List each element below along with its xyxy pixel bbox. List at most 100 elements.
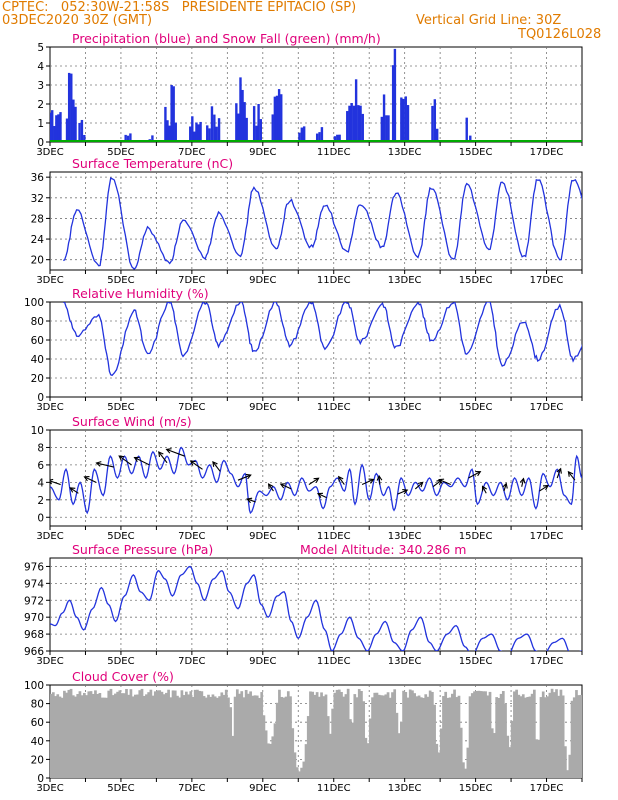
cloud-bar — [353, 694, 357, 778]
temperature-ytick-label: 20 — [31, 255, 44, 267]
precip-bar — [298, 132, 301, 142]
wind-xtick-label: 13DEC — [388, 531, 422, 542]
cloud-bar — [453, 689, 456, 778]
wind-panel: 0 2 4 6 8 10 3DEC 5DEC 7DEC 9DEC 11DEC 13DEC 15DEC 17… — [31, 414, 583, 542]
cloud-bar — [114, 693, 117, 778]
precip-bar — [393, 48, 397, 142]
cloud-bar — [384, 694, 388, 778]
cloud-bar — [333, 692, 337, 778]
wind-arrow-head — [519, 477, 526, 484]
wind-arrow — [247, 498, 256, 503]
cloud-bar — [191, 696, 195, 778]
wind-ytick-label: 4 — [37, 477, 44, 489]
wind-arrow — [414, 481, 424, 490]
cloud-bar — [50, 693, 53, 778]
cloud-bar — [100, 697, 104, 778]
precip-bar — [352, 105, 356, 142]
pressure-annotation: Model Altitude: 340.286 m — [300, 542, 466, 557]
cloud-bar — [462, 762, 465, 778]
cloud-panel: 0 20 40 60 80 100 3DEC 5DEC 7DEC 9DEC 11DEC 13DEC 15… — [24, 669, 583, 794]
cloud-bar — [85, 695, 88, 778]
cloud-bar — [331, 708, 334, 778]
precip-ytick-label: 1 — [37, 118, 44, 130]
humidity-series-line — [63, 302, 582, 377]
precip-bar — [359, 105, 362, 142]
pressure-xtick-label: 7DEC — [178, 656, 205, 667]
wind-arrow-head — [556, 467, 562, 474]
precip-bar — [50, 112, 52, 142]
pressure-xtick-label: 5DEC — [107, 656, 134, 667]
wind-series-line — [50, 446, 582, 515]
precip-bar — [213, 114, 216, 142]
cloud-bar — [138, 690, 142, 778]
cloud-bar — [422, 697, 425, 778]
cloud-bar — [278, 689, 281, 778]
wind-arrow-head — [279, 483, 286, 489]
wind-arrow-head — [69, 487, 76, 493]
precip-xtick-label: 11DEC — [317, 147, 351, 158]
cloud-bar — [391, 692, 394, 778]
precip-bar — [361, 113, 364, 142]
cloud-bar — [253, 695, 257, 778]
humidity-ytick-label: 60 — [31, 335, 44, 347]
wind-plot — [50, 446, 582, 515]
cloud-bar — [362, 701, 366, 778]
header-grid-note: Vertical Grid Line: 30Z — [416, 13, 562, 28]
precip-xtick-label: 9DEC — [249, 147, 276, 158]
cloud-bar — [269, 743, 272, 778]
cloud-bar — [428, 690, 432, 778]
header-model: TQ0126L028 — [518, 27, 602, 42]
header-station: CPTEC: 052:30W-21:58S PRESIDENTE EPITACI… — [2, 0, 357, 15]
cloud-bar — [380, 695, 383, 778]
cloud-bar — [220, 692, 224, 778]
wind-arrow-head — [481, 485, 488, 492]
cloud-bar — [275, 702, 279, 778]
wind-title: Surface Wind (m/s) — [72, 414, 192, 429]
precip-bar — [57, 114, 60, 142]
precip-bar — [235, 103, 238, 142]
precip-bar — [126, 135, 130, 142]
precip-bar — [469, 135, 472, 142]
precip-bar — [151, 135, 154, 142]
precip-xtick-label: 7DEC — [178, 147, 205, 158]
cloud-bar — [89, 691, 93, 778]
precip-bar — [72, 99, 75, 142]
precip-bar — [391, 65, 395, 142]
cloud-bar — [419, 697, 423, 778]
temperature-ytick-label: 32 — [31, 193, 44, 205]
cloud-bar — [329, 733, 332, 778]
cloud-bar — [120, 693, 124, 778]
cloud-bar — [69, 688, 73, 778]
cloud-bar — [499, 693, 503, 778]
cloud-bar — [519, 696, 523, 778]
cloud-bar — [284, 696, 288, 778]
wind-arrow-head — [95, 461, 102, 467]
cloud-bar — [473, 691, 476, 778]
precip-bar — [51, 110, 54, 142]
precip-frame — [49, 46, 583, 143]
cloud-bar — [521, 694, 525, 778]
cloud-xtick-label: 15DEC — [459, 783, 493, 794]
cloud-ytick-label: 60 — [31, 717, 44, 729]
precip-bar — [400, 97, 403, 142]
cloud-bar — [490, 728, 494, 778]
precip-xtick-label: 15DEC — [459, 147, 493, 158]
precip-bar — [174, 122, 177, 142]
wind-arrow-head — [338, 475, 344, 482]
cloud-bar — [129, 689, 133, 778]
temperature-panel: 20 24 28 32 36 3DEC 5DEC 7DEC 9DEC 11DEC 13DEC 15DE… — [31, 156, 583, 286]
precip-bar — [273, 96, 277, 142]
wind-arrow — [468, 471, 481, 479]
precip-bar — [59, 112, 62, 142]
cloud-bar — [459, 727, 463, 778]
humidity-title: Relative Humidity (%) — [72, 286, 209, 301]
cloud-bar — [184, 691, 188, 778]
wind-arrow — [237, 474, 251, 481]
cloud-bar — [293, 752, 297, 778]
cloud-ytick-label: 40 — [31, 736, 44, 748]
cloud-bar — [149, 689, 153, 778]
precip-bar — [271, 114, 274, 142]
cloud-bar — [559, 689, 563, 778]
wind-arrow — [166, 448, 185, 457]
cloud-bar — [417, 695, 421, 778]
